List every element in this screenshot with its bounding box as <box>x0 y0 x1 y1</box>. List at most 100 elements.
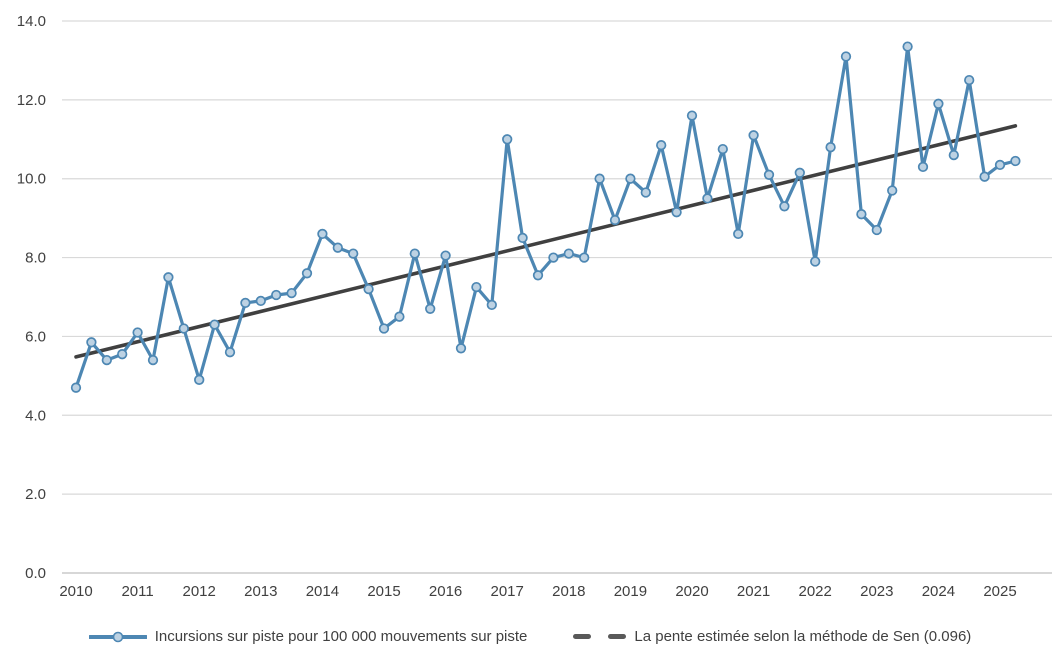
data-point-marker <box>378 323 390 334</box>
x-axis-tick-label: 2020 <box>675 583 708 600</box>
gridlines <box>62 20 1052 574</box>
x-axis-tick-label: 2013 <box>244 583 277 600</box>
data-point-marker <box>209 319 220 330</box>
x-axis-tick-label: 2024 <box>922 583 955 600</box>
legend-label-sen-slope: La pente estimée selon la méthode de Sen… <box>634 628 972 645</box>
legend-item-sen-slope: La pente estimée selon la méthode de Sen… <box>573 628 971 645</box>
x-axis-tick-label: 2015 <box>367 583 400 600</box>
data-point-marker <box>117 349 128 360</box>
data-point-marker <box>902 41 913 52</box>
data-point-marker <box>856 209 867 220</box>
data-point-marker <box>440 250 451 261</box>
x-axis-tick-label: 2014 <box>306 583 339 600</box>
y-axis-tick-label: 2.0 <box>25 486 46 503</box>
data-point-marker <box>317 228 328 240</box>
data-point-marker <box>964 74 975 86</box>
data-point-marker <box>794 167 805 178</box>
y-axis-labels: 0.0 2.0 4.0 6.0 8.0 10.0 12.0 14.0 <box>17 13 46 582</box>
data-point-marker <box>455 343 467 354</box>
data-series-line <box>74 44 1018 390</box>
data-point-marker <box>70 382 82 393</box>
x-axis-tick-label: 2011 <box>121 583 153 600</box>
data-point-marker <box>609 214 621 226</box>
data-point-marker <box>286 287 297 299</box>
data-point-marker <box>948 149 959 161</box>
data-point-marker <box>101 354 112 366</box>
data-point-marker <box>348 248 359 259</box>
data-point-marker <box>132 327 143 338</box>
data-point-marker <box>733 228 744 240</box>
data-point-marker <box>594 173 605 184</box>
data-point-marker <box>994 159 1006 171</box>
data-point-marker <box>548 252 559 263</box>
chart-legend: Incursions sur piste pour 100 000 mouvem… <box>0 628 1060 645</box>
y-axis-tick-label: 0.0 <box>25 565 46 582</box>
data-point-marker <box>255 295 266 307</box>
data-point-marker <box>394 311 405 322</box>
legend-item-incursions: Incursions sur piste pour 100 000 mouvem… <box>88 628 528 645</box>
data-point-marker <box>332 242 343 253</box>
data-point-marker <box>163 272 174 283</box>
data-point-marker <box>178 323 189 334</box>
line-marker-legend-icon <box>88 631 147 642</box>
data-point-marker <box>887 185 898 196</box>
data-point-marker <box>224 347 236 358</box>
data-point-marker <box>240 297 251 309</box>
data-point-marker <box>840 51 852 62</box>
data-point-marker <box>147 354 159 366</box>
data-point-markers <box>70 41 1021 393</box>
x-axis-tick-label: 2017 <box>491 583 524 600</box>
data-point-marker <box>1010 155 1021 167</box>
y-axis-tick-label: 14.0 <box>17 13 46 30</box>
data-point-marker <box>979 171 990 182</box>
x-axis-tick-label: 2021 <box>737 583 770 600</box>
x-axis-tick-label: 2016 <box>429 583 462 600</box>
legend-label-incursions: Incursions sur piste pour 100 000 mouvem… <box>154 628 528 645</box>
data-point-marker <box>810 256 821 267</box>
data-point-marker <box>917 161 929 173</box>
data-point-marker <box>763 169 775 180</box>
data-point-marker <box>271 289 282 301</box>
dashed-line-legend-icon <box>573 634 627 639</box>
data-point-marker <box>363 283 374 295</box>
data-point-marker <box>532 270 544 281</box>
data-point-marker <box>702 193 713 204</box>
data-point-marker <box>871 224 882 236</box>
data-point-marker <box>640 187 651 198</box>
data-point-marker <box>671 207 682 218</box>
data-point-marker <box>579 252 590 263</box>
data-point-marker <box>686 110 698 121</box>
y-axis-tick-label: 4.0 <box>25 407 46 424</box>
data-point-marker <box>717 143 728 155</box>
data-point-marker <box>471 281 482 293</box>
y-axis-tick-label: 8.0 <box>25 250 46 267</box>
x-axis-tick-label: 2018 <box>552 583 585 600</box>
x-axis-tick-label: 2023 <box>860 583 893 600</box>
data-point-marker <box>825 142 836 153</box>
data-point-marker <box>779 201 790 212</box>
x-axis-labels: 2010 2011 2012 2013 2014 2015 2016 2017 2018 2019… <box>59 583 1016 600</box>
data-point-marker <box>301 268 313 279</box>
data-point-marker <box>563 248 574 259</box>
data-point-marker <box>486 299 497 311</box>
data-point-marker <box>425 303 436 314</box>
x-axis-tick-label: 2025 <box>983 583 1016 600</box>
x-axis-tick-label: 2012 <box>183 583 216 600</box>
data-point-marker <box>933 98 944 109</box>
y-axis-tick-label: 10.0 <box>17 171 46 188</box>
x-axis-tick-label: 2010 <box>59 583 92 600</box>
data-point-marker <box>502 134 513 145</box>
y-axis-tick-label: 12.0 <box>17 92 46 109</box>
data-point-marker <box>748 130 759 141</box>
trend-line <box>74 124 1018 359</box>
data-point-marker <box>517 232 528 244</box>
x-axis-tick-label: 2019 <box>614 583 647 600</box>
x-axis-tick-label: 2022 <box>799 583 832 600</box>
data-point-marker <box>625 173 636 184</box>
data-point-marker <box>86 337 97 348</box>
data-point-marker <box>194 374 205 385</box>
data-point-marker <box>656 140 667 151</box>
y-axis-tick-label: 6.0 <box>25 328 46 345</box>
